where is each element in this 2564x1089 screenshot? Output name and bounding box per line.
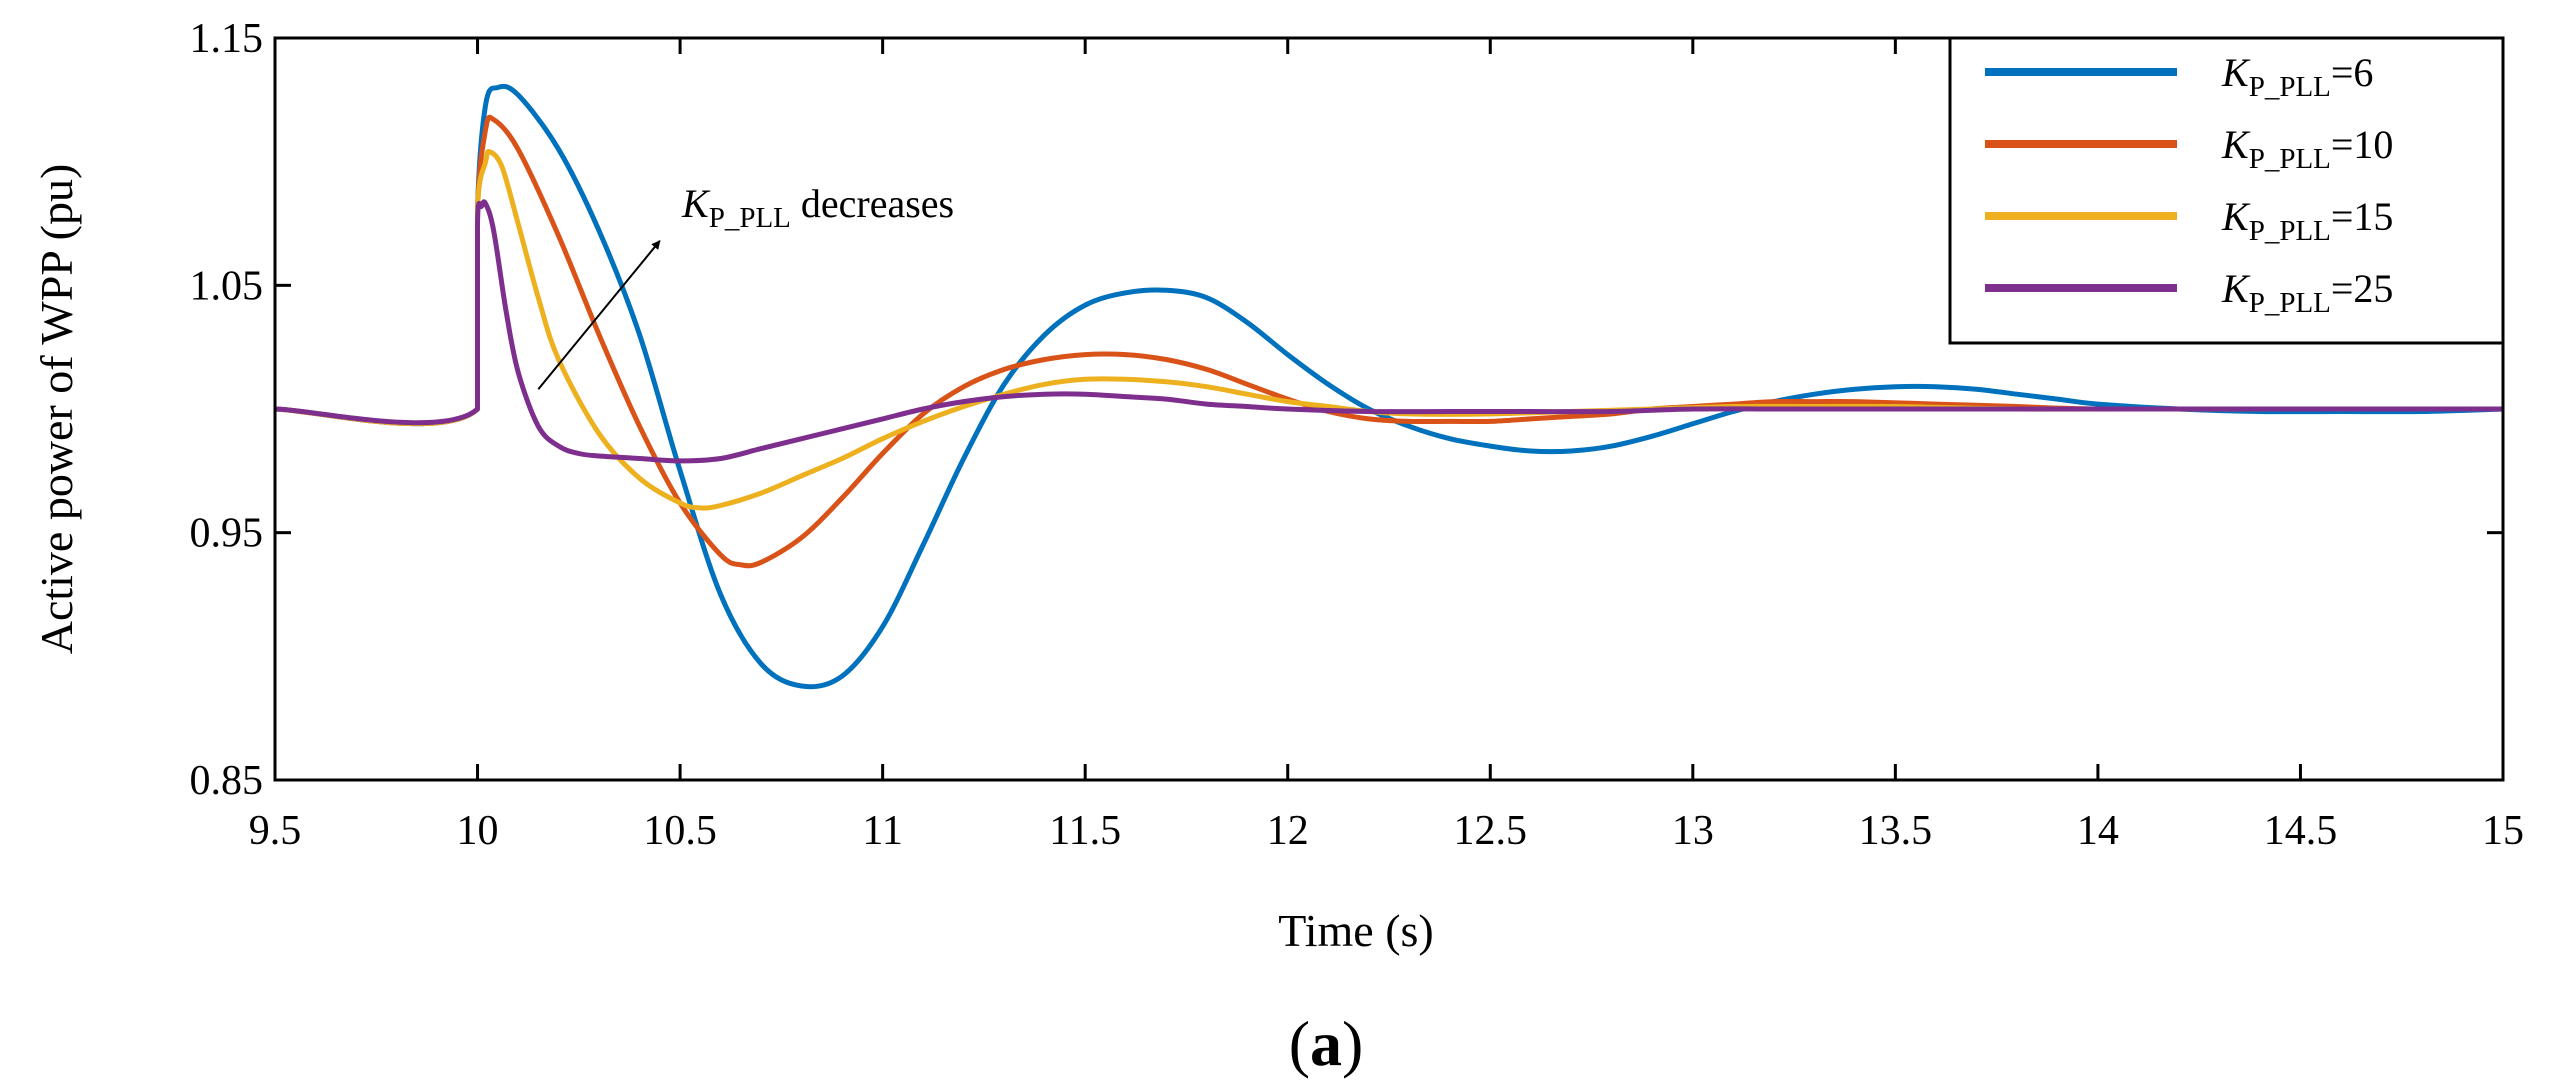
x-tick-label-1: 10 [457,808,499,854]
legend-label-2: KP_PLL=15 [2221,194,2393,247]
legend-box [1948,36,2505,345]
series-layer [275,83,2503,690]
panel-label: (a) [1289,1008,1364,1079]
x-tick-label-8: 13.5 [1859,808,1933,854]
x-tick-label-2: 10.5 [643,808,717,854]
legend-value-2: =15 [2331,194,2394,239]
legend-k-3: K [2221,266,2251,311]
y-tick-label-3: 1.15 [190,16,264,62]
legend-label-1: KP_PLL=10 [2221,122,2393,175]
legend-label-3: KP_PLL=25 [2221,266,2393,319]
series-line-2 [275,149,2503,511]
x-axis-label: Time (s) [1278,905,1434,956]
x-tick-label-3: 11 [862,808,902,854]
annotation: KP_PLL decreases [537,181,954,390]
legend-sub-2: P_PLL [2249,215,2331,247]
panel-label-open-paren: ( [1289,1008,1310,1079]
legend-sub-1: P_PLL [2249,143,2331,175]
legend-k-0: K [2221,50,2251,95]
legend-value-0: =6 [2331,50,2374,95]
legend-value-3: =25 [2331,266,2394,311]
y-tick-label-0: 0.85 [190,758,264,804]
ticks-layer: 9.5 10 10.5 11 11.5 12 12.5 13 13.5 14 14.5 15 0.85 0… [190,16,2525,854]
y-axis-label: Active power of WPP (pu) [31,164,82,655]
legend-sub-3: P_PLL [2249,287,2331,319]
series-line-3 [275,199,2503,464]
x-tick-label-4: 11.5 [1049,808,1121,854]
series-line-1 [275,114,2503,569]
legend-value-1: =10 [2331,122,2394,167]
annotation-k: K [681,181,711,226]
y-tick-label-2: 1.05 [190,263,264,309]
y-tick-label-1: 0.95 [190,511,264,557]
x-tick-label-7: 13 [1672,808,1714,854]
series-line-0 [275,83,2503,690]
legend-k-1: K [2221,122,2251,167]
x-tick-label-6: 12.5 [1454,808,1528,854]
x-tick-label-5: 12 [1267,808,1309,854]
panel-label-letter: a [1310,1008,1342,1079]
annotation-suffix: decreases [791,181,954,226]
legend-label-0: KP_PLL=6 [2221,50,2373,103]
legend-sub-0: P_PLL [2249,71,2331,103]
panel-label-close-paren: ) [1342,1008,1363,1079]
annotation-subscript: P_PLL [709,202,791,234]
plot-frame [273,36,2505,782]
x-tick-label-10: 14.5 [2264,808,2338,854]
x-tick-label-11: 15 [2482,808,2524,854]
x-tick-label-9: 14 [2077,808,2119,854]
annotation-text: KP_PLL decreases [681,181,954,234]
annotation-arrow [537,240,661,390]
x-tick-label-0: 9.5 [249,808,302,854]
legend-k-2: K [2221,194,2251,239]
